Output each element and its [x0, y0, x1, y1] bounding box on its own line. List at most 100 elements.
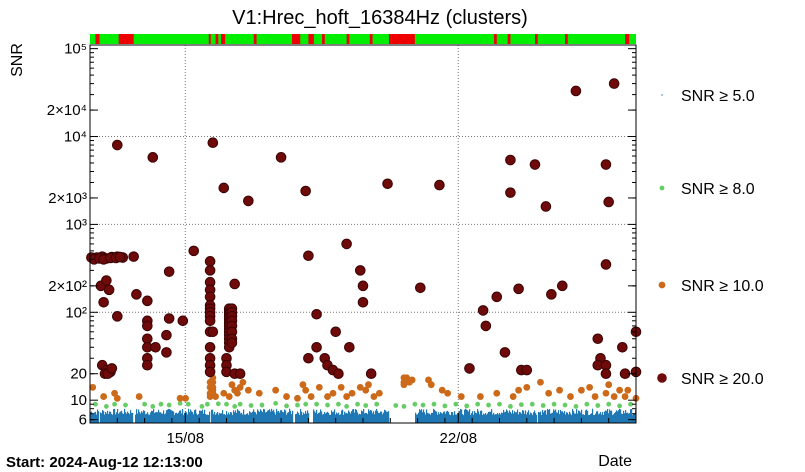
segment-off [507, 34, 511, 44]
noise-column [504, 412, 506, 423]
noise-column [218, 414, 220, 423]
segment-off [565, 34, 568, 44]
noise-column [593, 415, 595, 423]
noise-column [350, 413, 352, 423]
noise-column [291, 414, 293, 423]
noise-column [449, 414, 451, 423]
noise-column [316, 409, 318, 423]
noise-column [548, 409, 550, 423]
noise-column [465, 408, 467, 423]
data-point [177, 315, 189, 327]
noise-column [276, 408, 278, 423]
noise-column [328, 413, 330, 423]
noise-column [594, 414, 596, 423]
noise-column [224, 414, 226, 423]
noise-column [164, 414, 166, 423]
data-point [163, 313, 175, 324]
noise-column [552, 412, 554, 423]
segment-off [308, 34, 314, 44]
data-point [337, 383, 345, 391]
noise-column [155, 412, 157, 423]
data-point [624, 386, 632, 394]
noise-column [564, 411, 566, 423]
noise-column [434, 409, 436, 423]
x-tick-label: 22/08 [440, 430, 478, 447]
noise-column [570, 413, 572, 423]
noise-column [352, 409, 354, 423]
noise-column [613, 414, 615, 423]
data-point [431, 401, 437, 407]
data-point [374, 401, 380, 407]
noise-column [175, 413, 177, 423]
data-point [113, 394, 121, 402]
noise-column [162, 413, 164, 423]
data-point [600, 159, 612, 170]
data-point [244, 386, 252, 394]
noise-column [534, 410, 536, 423]
segment-off [346, 34, 350, 44]
data-point [606, 401, 612, 407]
noise-column [297, 411, 299, 423]
data-point [188, 245, 200, 257]
noise-column [254, 411, 256, 423]
noise-column [277, 411, 279, 423]
noise-column [118, 413, 120, 423]
noise-column [432, 412, 434, 423]
noise-column [523, 410, 525, 423]
chart-title: V1:Hrec_hoft_16384Hz (clusters) [232, 7, 528, 29]
segment-off [391, 34, 415, 44]
noise-column [525, 410, 527, 423]
noise-column [106, 413, 108, 423]
data-point [275, 152, 287, 163]
noise-column [610, 410, 612, 423]
noise-column [387, 411, 389, 423]
noise-column [428, 413, 430, 423]
data-point [508, 403, 513, 409]
noise-column [357, 412, 359, 423]
data-point [329, 389, 337, 397]
noise-column [376, 408, 378, 423]
noise-column [469, 409, 471, 423]
noise-column [561, 411, 563, 423]
noise-column [301, 411, 303, 423]
data-point [106, 363, 118, 374]
noise-column [172, 411, 174, 423]
noise-column [451, 411, 453, 423]
noise-column [431, 412, 433, 423]
data-point [311, 341, 322, 353]
data-point [100, 393, 108, 400]
noise-column [161, 413, 163, 423]
data-point [355, 401, 360, 407]
noise-column [188, 408, 190, 423]
noise-column [599, 413, 601, 423]
noise-column [296, 413, 298, 423]
noise-column [461, 409, 463, 423]
noise-column [515, 412, 517, 423]
data-point [239, 378, 247, 386]
noise-column [445, 413, 447, 423]
noise-column [554, 410, 556, 423]
noise-column [436, 411, 438, 423]
segment-on [90, 34, 636, 44]
noise-column [491, 409, 493, 423]
noise-column [551, 413, 553, 423]
data-point [112, 401, 117, 407]
noise-column [475, 412, 477, 423]
data-point [302, 386, 310, 394]
noise-column [327, 411, 329, 423]
noise-column [92, 414, 94, 423]
noise-column [498, 414, 500, 423]
noise-column [630, 409, 632, 423]
data-point [232, 403, 238, 409]
noise-column [507, 410, 509, 423]
noise-column [532, 415, 534, 423]
data-point [226, 337, 238, 349]
noise-column [228, 412, 230, 423]
noise-column [583, 414, 585, 423]
noise-column [519, 411, 521, 423]
noise-column [152, 410, 154, 423]
data-point [259, 402, 265, 408]
data-point [603, 196, 615, 208]
noise-column [265, 412, 267, 423]
noise-column [174, 414, 176, 423]
